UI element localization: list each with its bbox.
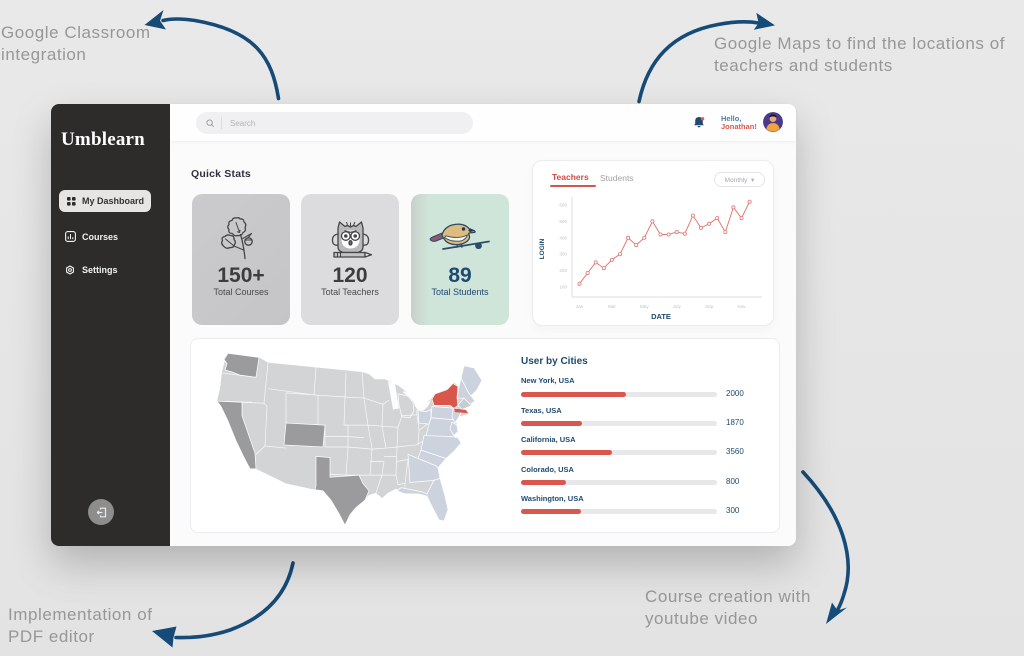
svg-text:July: July bbox=[673, 304, 682, 309]
svg-text:May: May bbox=[640, 304, 649, 309]
svg-text:100: 100 bbox=[559, 285, 567, 290]
svg-text:Nov: Nov bbox=[737, 304, 746, 309]
svg-text:Sep: Sep bbox=[705, 304, 714, 309]
svg-text:Jan: Jan bbox=[576, 304, 584, 309]
svg-text:DATE: DATE bbox=[651, 312, 671, 321]
svg-text:LOGIN: LOGIN bbox=[539, 238, 546, 259]
svg-text:600: 600 bbox=[559, 203, 567, 208]
svg-text:200: 200 bbox=[559, 268, 567, 273]
svg-text:300: 300 bbox=[559, 252, 567, 257]
svg-text:Mar: Mar bbox=[608, 304, 616, 309]
svg-text:400: 400 bbox=[559, 235, 567, 240]
svg-text:500: 500 bbox=[559, 219, 567, 224]
